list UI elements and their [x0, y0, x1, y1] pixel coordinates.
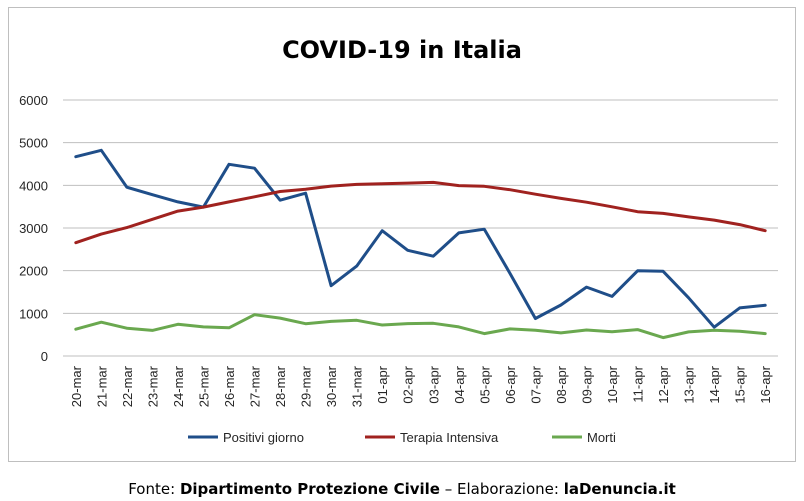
legend-label-1: Terapia Intensiva: [400, 430, 499, 445]
x-tick-label: 31-mar: [350, 365, 365, 407]
source-separator: – Elaborazione:: [439, 480, 564, 498]
x-tick-label: 21-mar: [94, 365, 109, 407]
x-axis-ticks: 20-mar 21-mar 22-mar 23-mar 24-mar 25-mar 26-m…: [69, 365, 773, 407]
source-prefix: Fonte:: [128, 480, 180, 498]
source-author: laDenuncia.it: [563, 480, 676, 498]
x-tick-label: 23-mar: [145, 365, 160, 407]
y-tick-label: 2000: [19, 264, 48, 279]
x-tick-label: 29-mar: [299, 365, 314, 407]
y-tick-label: 1000: [19, 306, 48, 321]
y-tick-label: 0: [41, 349, 48, 364]
x-tick-label: 07-apr: [528, 365, 543, 403]
x-tick-label: 11-apr: [631, 365, 646, 402]
x-tick-label: 05-apr: [477, 365, 492, 403]
x-tick-label: 08-apr: [554, 365, 569, 403]
x-tick-label: 16-apr: [758, 365, 773, 403]
legend-label-0: Positivi giorno: [223, 430, 304, 445]
legend-label-2: Morti: [587, 430, 616, 445]
x-tick-label: 15-apr: [733, 365, 748, 403]
chart-title: COVID-19 in Italia: [282, 36, 522, 64]
y-tick-label: 3000: [19, 221, 48, 236]
x-tick-label: 04-apr: [452, 365, 467, 403]
chart-frame: [8, 7, 796, 462]
x-tick-label: 12-apr: [656, 365, 671, 403]
legend: Positivi giorno Terapia Intensiva Morti: [188, 430, 616, 445]
x-tick-label: 06-apr: [503, 365, 518, 403]
series-lines: [74, 148, 767, 340]
x-tick-label: 24-mar: [171, 365, 186, 407]
x-tick-label: 30-mar: [324, 365, 339, 407]
x-tick-label: 01-apr: [375, 365, 390, 403]
y-tick-label: 6000: [19, 93, 48, 108]
x-tick-label: 27-mar: [248, 365, 263, 407]
y-axis-ticks: 0 1000 2000 3000 4000 5000 6000: [19, 93, 48, 364]
source-credit: Fonte: Dipartimento Protezione Civile – …: [0, 480, 804, 498]
x-tick-label: 02-apr: [401, 365, 416, 403]
gridlines: [63, 99, 778, 357]
x-tick-label: 03-apr: [426, 365, 441, 403]
x-tick-label: 09-apr: [579, 365, 594, 403]
x-tick-label: 13-apr: [682, 365, 697, 403]
y-tick-label: 5000: [19, 136, 48, 151]
series-line-2: [74, 313, 767, 340]
series-line-0: [74, 148, 767, 329]
series-line-1: [74, 180, 767, 245]
x-tick-label: 28-mar: [273, 365, 288, 407]
x-tick-label: 10-apr: [605, 365, 620, 403]
x-tick-label: 26-mar: [222, 365, 237, 407]
x-tick-label: 14-apr: [707, 365, 722, 403]
x-tick-label: 25-mar: [196, 365, 211, 407]
x-tick-label: 20-mar: [69, 365, 84, 407]
x-tick-label: 22-mar: [120, 365, 135, 407]
y-tick-label: 4000: [19, 178, 48, 193]
source-name: Dipartimento Protezione Civile: [179, 480, 440, 498]
